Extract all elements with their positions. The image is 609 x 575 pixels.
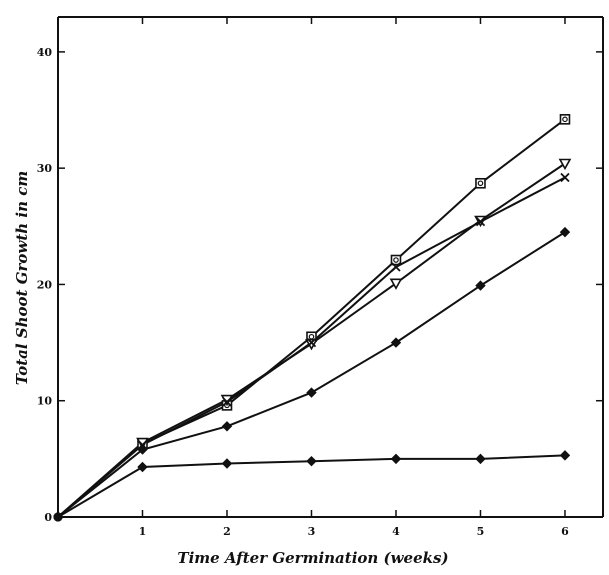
diamond-marker [390,453,402,465]
triangle-marker [558,158,572,171]
diamond-marker [475,280,486,291]
x-tick-label: 4 [392,525,400,538]
x-tick-label: 2 [223,525,231,538]
square-marker [559,114,571,125]
square-marker [475,177,486,189]
y-tick-label: 0 [44,511,52,524]
x-tick-label: 3 [308,525,316,538]
ticks: 0 10 20 30 40 1 2 3 4 5 6 [37,17,603,538]
diamond-marker [221,421,233,432]
diamond-marker [221,458,233,469]
diamond-marker [390,337,402,348]
y-tick-label: 20 [37,278,53,291]
x-marker [475,217,486,227]
y-tick-label: 10 [37,395,53,408]
diamond-marker [559,226,571,238]
x-marker [391,262,401,272]
x-marker [560,172,570,183]
axes [57,16,604,518]
diamond-marker [137,461,148,473]
diamond-marker [475,453,486,465]
x-tick-label: 6 [561,525,569,538]
y-tick-label: 40 [37,46,53,59]
x-axis-title: Time After Germination (weeks) [177,549,448,567]
origin-marker [53,512,63,522]
x-tick-label: 1 [139,525,147,538]
triangle-marker [389,278,403,290]
square-marker [390,254,402,266]
x-tick-label: 5 [477,525,485,538]
x-marker [306,337,317,348]
y-tick-label: 30 [37,162,53,175]
x-marker [222,397,232,407]
diamond-marker [306,387,317,398]
diamond-marker [306,455,317,467]
series-line-4 [57,231,566,518]
diamond-marker [559,450,571,461]
diamond-marker [137,444,148,455]
y-axis-title: Total Shoot Growth in cm [13,171,31,385]
markers-group [53,114,572,522]
